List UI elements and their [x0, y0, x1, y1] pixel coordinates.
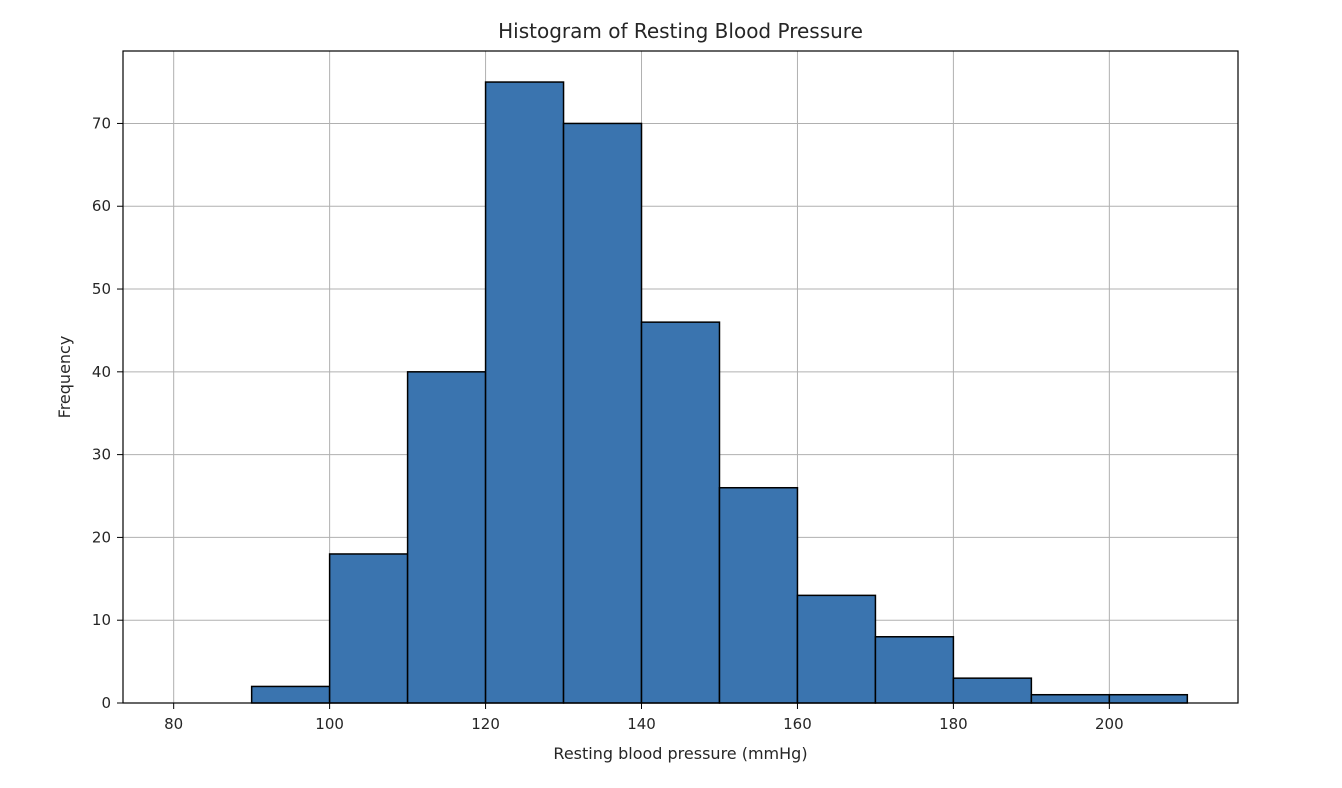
y-tick-label: 30: [92, 446, 111, 464]
histogram-bar: [874, 636, 955, 704]
histogram-bar: [952, 677, 1033, 704]
x-tick-label: 180: [939, 715, 968, 733]
histogram-bar: [796, 594, 877, 704]
x-tick-label: 80: [164, 715, 183, 733]
x-tick-label: 200: [1095, 715, 1124, 733]
y-tick-label: 40: [92, 363, 111, 381]
x-tick-label: 160: [783, 715, 812, 733]
histogram-bar: [1108, 693, 1189, 704]
x-tick-label: 140: [627, 715, 656, 733]
y-tick-label: 60: [92, 197, 111, 215]
plot-frame: [122, 50, 1239, 704]
chart-title: Histogram of Resting Blood Pressure: [498, 19, 863, 43]
y-tick-label: 50: [92, 280, 111, 298]
x-tick-label: 100: [315, 715, 344, 733]
histogram-bar: [484, 81, 565, 704]
histogram-bar: [718, 486, 799, 704]
y-tick-label: 0: [101, 694, 111, 712]
y-tick-label: 70: [92, 114, 111, 132]
histogram-bar: [250, 685, 331, 704]
x-tick-label: 120: [471, 715, 500, 733]
y-tick-label: 20: [92, 528, 111, 546]
y-axis-label: Frequency: [55, 336, 74, 419]
histogram-bars: [250, 81, 1189, 704]
histogram-bar: [1030, 693, 1111, 704]
y-axis-ticks: 0 10 20 30 40 50 60 70: [92, 114, 123, 712]
x-axis-label: Resting blood pressure (mmHg): [553, 744, 807, 763]
x-axis-ticks: 80 100 120 140 160 180 200: [164, 703, 1124, 733]
histogram-bar: [640, 321, 721, 704]
histogram-bar: [328, 553, 409, 704]
histogram-bar: [562, 122, 643, 704]
y-tick-label: 10: [92, 611, 111, 629]
grid-lines: [123, 51, 1238, 704]
histogram-bar: [406, 371, 487, 704]
